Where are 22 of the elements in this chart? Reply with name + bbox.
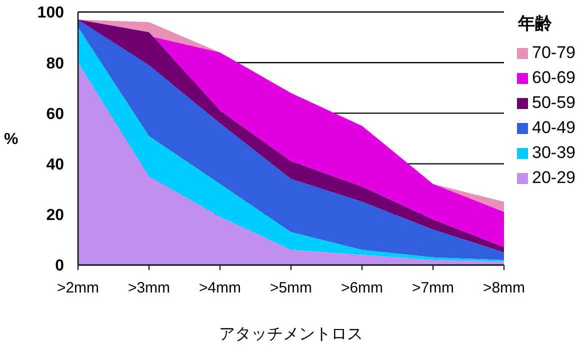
y-tick-label: 60	[46, 106, 64, 123]
y-tick-label: 40	[46, 156, 64, 174]
legend-label: 20-29	[532, 168, 576, 187]
x-tick-label: >3mm	[128, 280, 170, 297]
y-axis-title: %	[4, 131, 18, 148]
legend-label: 30-39	[532, 143, 576, 162]
y-tick-label: 0	[55, 258, 64, 275]
legend-title: 年齢	[518, 13, 552, 35]
legend-label: 60-69	[532, 68, 576, 87]
legend-label: 70-79	[532, 43, 576, 62]
x-tick-label: >2mm	[56, 280, 100, 297]
x-tick-label: >6mm	[340, 280, 384, 297]
x-tick-label: >7mm	[412, 280, 454, 297]
x-tick-label: >4mm	[198, 280, 242, 297]
y-tick-label: 20	[46, 207, 64, 224]
x-axis-title: アタッチメントロス	[219, 326, 363, 343]
legend-label: 50-59	[532, 93, 576, 112]
x-tick-label: >8mm	[482, 280, 526, 297]
y-tick-label: 100	[37, 4, 64, 22]
x-tick-label: >5mm	[270, 280, 312, 297]
y-tick-label: 80	[46, 55, 64, 72]
legend-label: 40-49	[532, 118, 576, 137]
